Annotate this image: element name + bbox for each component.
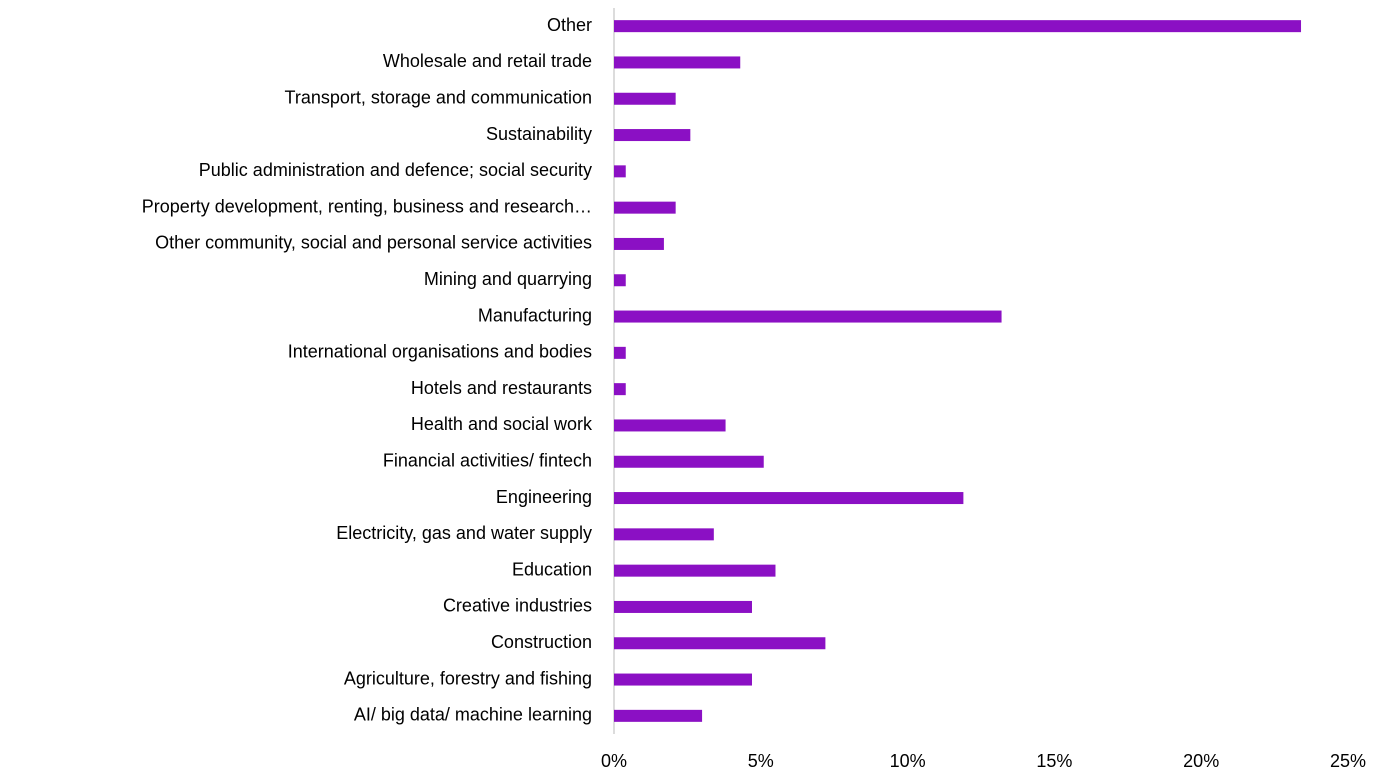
bar (614, 564, 776, 577)
y-tick-label: Hotels and restaurants (411, 378, 592, 398)
x-tick-label: 0% (601, 751, 627, 771)
y-tick-label: Transport, storage and communication (285, 88, 593, 108)
y-tick-label: Agriculture, forestry and fishing (344, 668, 592, 688)
bar (614, 20, 1302, 33)
bar (614, 165, 626, 178)
y-tick-label: Construction (491, 632, 592, 652)
bar (614, 419, 726, 432)
bar (614, 455, 764, 468)
bar (614, 600, 752, 613)
bar (614, 237, 664, 250)
y-tick-label: Creative industries (443, 596, 592, 616)
x-tick-label: 5% (748, 751, 774, 771)
y-tick-label: Other community, social and personal ser… (155, 233, 592, 253)
bar (614, 92, 676, 105)
bar (614, 528, 714, 541)
bar (614, 709, 703, 722)
bar (614, 129, 691, 142)
bar (614, 637, 826, 650)
y-tick-label: Manufacturing (478, 305, 592, 325)
y-tick-label: Public administration and defence; socia… (199, 160, 592, 180)
bar (614, 492, 964, 505)
y-tick-label: Other (547, 15, 592, 35)
bar (614, 274, 626, 287)
y-tick-label: Electricity, gas and water supply (336, 523, 592, 543)
y-tick-label: International organisations and bodies (288, 342, 592, 362)
bar (614, 56, 741, 69)
y-tick-label: Financial activities/ fintech (383, 451, 592, 471)
bar (614, 201, 676, 214)
y-tick-label: Wholesale and retail trade (383, 51, 592, 71)
bar (614, 310, 1002, 323)
bar (614, 673, 752, 686)
x-tick-label: 10% (890, 751, 926, 771)
y-tick-label: AI/ big data/ machine learning (354, 705, 592, 725)
y-tick-label: Property development, renting, business … (142, 196, 592, 216)
y-tick-label: Health and social work (411, 414, 593, 434)
bar (614, 383, 626, 396)
x-tick-label: 25% (1330, 751, 1366, 771)
bar (614, 346, 626, 359)
y-tick-label: Mining and quarrying (424, 269, 592, 289)
y-tick-label: Sustainability (486, 124, 592, 144)
y-tick-label: Engineering (496, 487, 592, 507)
x-tick-label: 20% (1183, 751, 1219, 771)
x-tick-label: 15% (1036, 751, 1072, 771)
y-tick-label: Education (512, 559, 592, 579)
